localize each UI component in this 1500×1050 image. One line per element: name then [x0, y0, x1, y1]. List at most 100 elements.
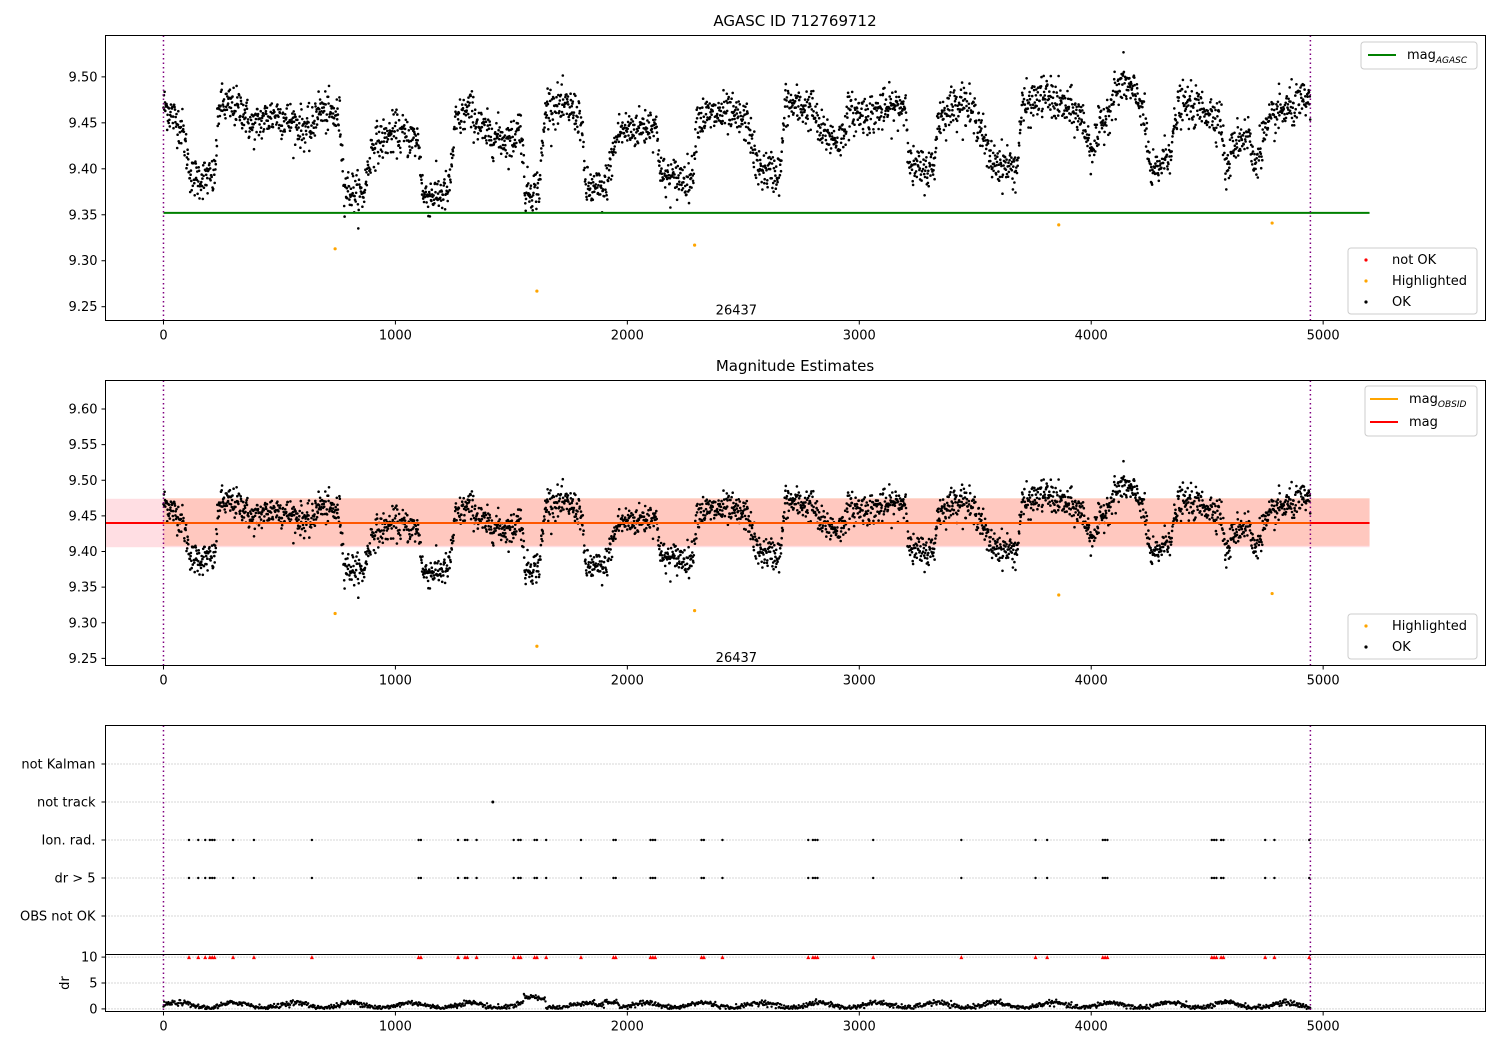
ok-point: [346, 190, 350, 193]
ok-point: [1136, 92, 1139, 95]
ok-point: [1175, 127, 1179, 131]
ok-point: [489, 525, 493, 529]
ok-point: [811, 495, 814, 499]
ok-point: [645, 137, 648, 141]
ok-point: [1075, 105, 1078, 109]
ok-point: [589, 181, 593, 185]
ok-point: [326, 494, 330, 498]
ok-point: [183, 150, 186, 154]
ok-point: [575, 105, 579, 109]
x-tick-label: 4000: [1075, 329, 1108, 344]
ok-point: [950, 103, 953, 106]
ok-point: [222, 105, 225, 108]
ok-point: [606, 573, 609, 577]
ok-point: [633, 516, 636, 519]
ok-point: [1284, 101, 1287, 105]
ok-point: [854, 130, 858, 133]
ok-point: [1210, 109, 1214, 113]
ok-point: [393, 124, 397, 128]
ok-point: [1217, 110, 1221, 113]
ok-point: [588, 187, 592, 190]
ok-point: [794, 94, 797, 97]
ok-point: [731, 511, 734, 515]
ok-point: [171, 514, 175, 518]
ok-point: [652, 524, 655, 528]
ok-point: [1276, 100, 1280, 104]
ok-point: [510, 519, 514, 522]
ok-point: [215, 144, 219, 148]
ok-point: [302, 536, 306, 540]
ok-point: [972, 101, 975, 104]
ok-point: [509, 513, 513, 517]
ok-point: [488, 513, 492, 517]
ok-point: [243, 504, 247, 508]
ok-point: [655, 131, 659, 134]
ok-point: [927, 151, 931, 155]
ok-point: [424, 190, 428, 194]
ok-point: [617, 112, 621, 116]
ok-point: [174, 125, 178, 128]
ok-point: [292, 505, 296, 509]
ok-point: [329, 112, 333, 115]
ok-point: [1174, 118, 1178, 122]
ok-point: [471, 514, 475, 517]
ok-point: [437, 204, 441, 207]
ok-point: [694, 519, 697, 523]
ok-point: [622, 131, 626, 135]
ok-point: [841, 123, 844, 126]
ok-point: [1223, 151, 1226, 155]
ok-point: [240, 518, 244, 522]
ok-point: [392, 508, 395, 511]
ok-point: [1255, 173, 1258, 176]
ok-point: [922, 172, 926, 176]
ok-point: [901, 107, 904, 111]
ok-point: [312, 122, 316, 125]
ok-point: [1118, 90, 1122, 93]
ok-point: [721, 502, 725, 506]
ok-point: [203, 545, 206, 549]
ok-point: [587, 181, 591, 184]
ok-point: [812, 505, 815, 509]
ok-point: [933, 177, 936, 181]
ok-point: [817, 116, 821, 120]
ok-point: [490, 519, 494, 522]
ok-point: [960, 81, 964, 84]
ok-point: [390, 132, 393, 136]
ok-point: [822, 115, 825, 119]
ok-point: [1282, 107, 1286, 111]
ok-point: [1081, 109, 1084, 112]
ok-point: [778, 163, 782, 166]
ok-point: [951, 105, 955, 108]
ok-point: [1170, 140, 1174, 144]
ok-point: [208, 162, 211, 165]
ok-point: [424, 185, 428, 188]
ok-point: [560, 110, 564, 114]
ok-point: [768, 550, 772, 554]
ok-point: [342, 579, 346, 582]
ok-point: [297, 518, 300, 521]
ok-point: [566, 95, 570, 98]
ok-point: [463, 519, 467, 522]
ok-point: [919, 160, 922, 164]
ok-point: [607, 557, 611, 560]
y-tick-label: 9.35: [69, 208, 98, 223]
ok-point: [335, 496, 339, 500]
ok-point: [558, 505, 561, 509]
ok-point: [776, 178, 779, 182]
ok-point: [231, 95, 234, 98]
ok-point: [527, 182, 530, 185]
ok-point: [771, 541, 775, 544]
ok-point: [476, 512, 479, 515]
ok-point: [181, 127, 185, 131]
ok-point: [952, 114, 956, 117]
ok-point: [1253, 152, 1256, 156]
ok-point: [185, 547, 189, 550]
ok-point: [487, 524, 490, 528]
ok-point: [230, 101, 234, 104]
ok-point: [1063, 96, 1067, 100]
ok-point: [362, 572, 365, 576]
ok-point: [1166, 165, 1169, 168]
ok-point: [366, 163, 370, 167]
ok-point: [990, 139, 993, 143]
ok-point: [473, 108, 477, 111]
